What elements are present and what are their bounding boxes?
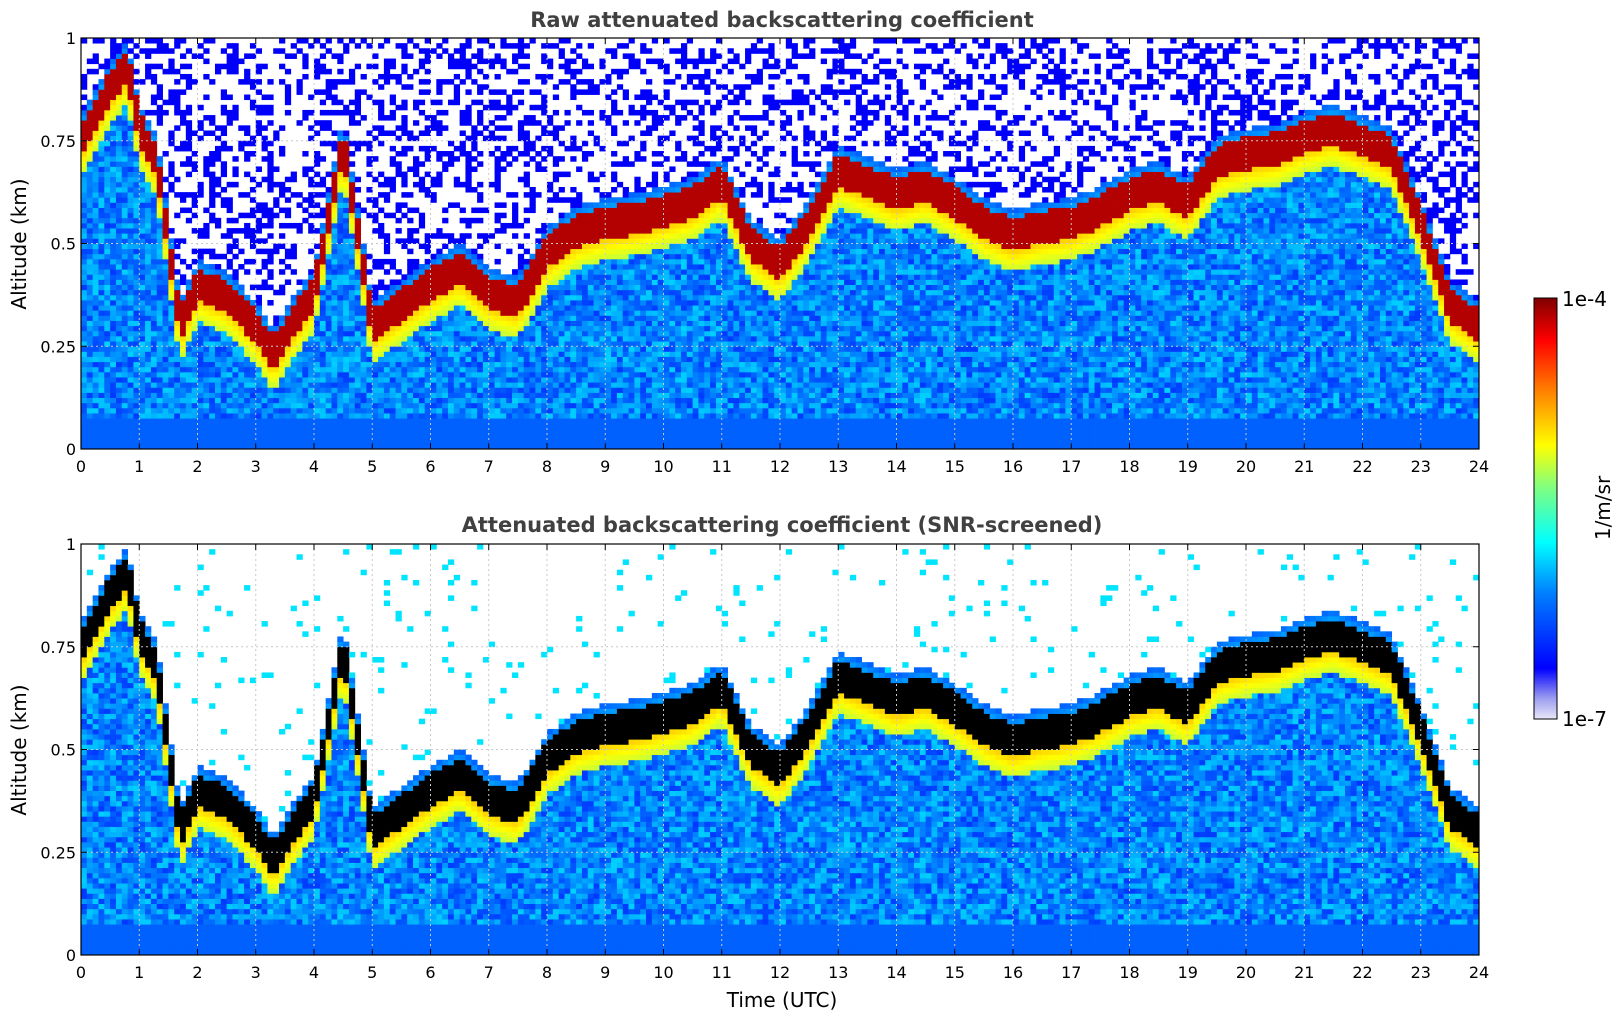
- x-tick-label: 24: [1469, 457, 1489, 476]
- x-tick-label: 13: [828, 457, 848, 476]
- x-tick-label: 1: [134, 457, 144, 476]
- heatmap-cells-0: [81, 38, 1480, 450]
- x-tick-label: 18: [1119, 963, 1139, 982]
- heatmap-cells-1: [81, 544, 1480, 956]
- x-tick-label: 15: [945, 963, 965, 982]
- x-tick-label: 12: [770, 457, 790, 476]
- x-tick-label: 22: [1352, 457, 1372, 476]
- x-tick-label: 12: [770, 963, 790, 982]
- y-tick-label: 1: [66, 535, 76, 554]
- panel-screened: Attenuated backscattering coefficient (S…: [7, 513, 1489, 1012]
- colorbar-label: 1/m/sr: [1591, 475, 1615, 540]
- x-tick-label: 8: [542, 963, 552, 982]
- x-tick-label: 2: [192, 457, 202, 476]
- x-tick-label: 10: [653, 963, 673, 982]
- x-tick-label: 21: [1294, 963, 1314, 982]
- x-tick-label: 19: [1178, 457, 1198, 476]
- x-tick-label: 11: [712, 963, 732, 982]
- y-tick-label: 0: [66, 440, 76, 459]
- x-tick-label: 2: [192, 963, 202, 982]
- x-tick-label: 1: [134, 963, 144, 982]
- x-tick-label: 22: [1352, 963, 1372, 982]
- x-tick-label: 5: [367, 963, 377, 982]
- x-tick-label: 14: [886, 963, 906, 982]
- y-tick-label: 0.25: [40, 337, 76, 356]
- x-tick-label: 13: [828, 963, 848, 982]
- x-tick-label: 5: [367, 457, 377, 476]
- colorbar: 1e-4 1e-7 1/m/sr: [1533, 287, 1615, 731]
- x-tick-label: 10: [653, 457, 673, 476]
- title-screened: Attenuated backscattering coefficient (S…: [462, 513, 1103, 537]
- x-tick-label: 20: [1236, 963, 1256, 982]
- x-tick-label: 18: [1119, 457, 1139, 476]
- x-tick-label: 17: [1061, 457, 1081, 476]
- x-tick-label: 20: [1236, 457, 1256, 476]
- x-tick-label: 3: [251, 457, 261, 476]
- x-tick-label: 16: [1003, 457, 1023, 476]
- x-tick-label: 15: [945, 457, 965, 476]
- x-ticks-screened: 0 1 2 3 4 5 6 7 8 9 10 11 12 13 14 15 16 17 18 19 20 21 22 23 24: [76, 544, 1489, 982]
- x-tick-label: 4: [309, 457, 319, 476]
- x-tick-label: 4: [309, 963, 319, 982]
- x-tick-label: 23: [1411, 457, 1431, 476]
- x-tick-label: 7: [484, 963, 494, 982]
- grid-screened: [81, 544, 1479, 955]
- colorbar-gradient: [1533, 297, 1558, 720]
- y-tick-label: 0: [66, 946, 76, 965]
- x-tick-label: 7: [484, 457, 494, 476]
- y-ticks-raw: 0 0.25 0.5 0.75 1: [40, 29, 1479, 459]
- x-ticks-raw: 0 1 2 3 4 5 6 7 8 9 10 11 12 13 14 15 16 17 18 19 20 21 22 23 24: [76, 38, 1489, 476]
- x-tick-label: 16: [1003, 963, 1023, 982]
- x-tick-label: 0: [76, 963, 86, 982]
- y-ticks-screened: 0 0.25 0.5 0.75 1: [40, 535, 1479, 965]
- y-tick-label: 0.5: [51, 235, 76, 254]
- y-tick-label: 0.25: [40, 843, 76, 862]
- ylabel-screened: Altitude (km): [7, 684, 31, 815]
- x-tick-label: 14: [886, 457, 906, 476]
- x-tick-label: 9: [600, 457, 610, 476]
- colorbar-min-label: 1e-7: [1562, 707, 1607, 731]
- y-tick-label: 1: [66, 29, 76, 48]
- colorbar-max-label: 1e-4: [1562, 287, 1607, 311]
- y-tick-label: 0.75: [40, 132, 76, 151]
- x-tick-label: 11: [712, 457, 732, 476]
- x-tick-label: 9: [600, 963, 610, 982]
- xlabel-time: Time (UTC): [726, 988, 838, 1012]
- y-tick-label: 0.5: [51, 741, 76, 760]
- x-tick-label: 23: [1411, 963, 1431, 982]
- x-tick-label: 6: [425, 963, 435, 982]
- x-tick-label: 0: [76, 457, 86, 476]
- x-tick-label: 8: [542, 457, 552, 476]
- ylabel-raw: Altitude (km): [7, 178, 31, 309]
- grid-raw: [81, 38, 1479, 449]
- x-tick-label: 3: [251, 963, 261, 982]
- panel-raw: Raw attenuated backscattering coefficien…: [7, 8, 1489, 476]
- x-tick-label: 6: [425, 457, 435, 476]
- x-tick-label: 21: [1294, 457, 1314, 476]
- title-raw: Raw attenuated backscattering coefficien…: [530, 8, 1034, 32]
- x-tick-label: 24: [1469, 963, 1489, 982]
- y-tick-label: 0.75: [40, 638, 76, 657]
- x-tick-label: 17: [1061, 963, 1081, 982]
- x-tick-label: 19: [1178, 963, 1198, 982]
